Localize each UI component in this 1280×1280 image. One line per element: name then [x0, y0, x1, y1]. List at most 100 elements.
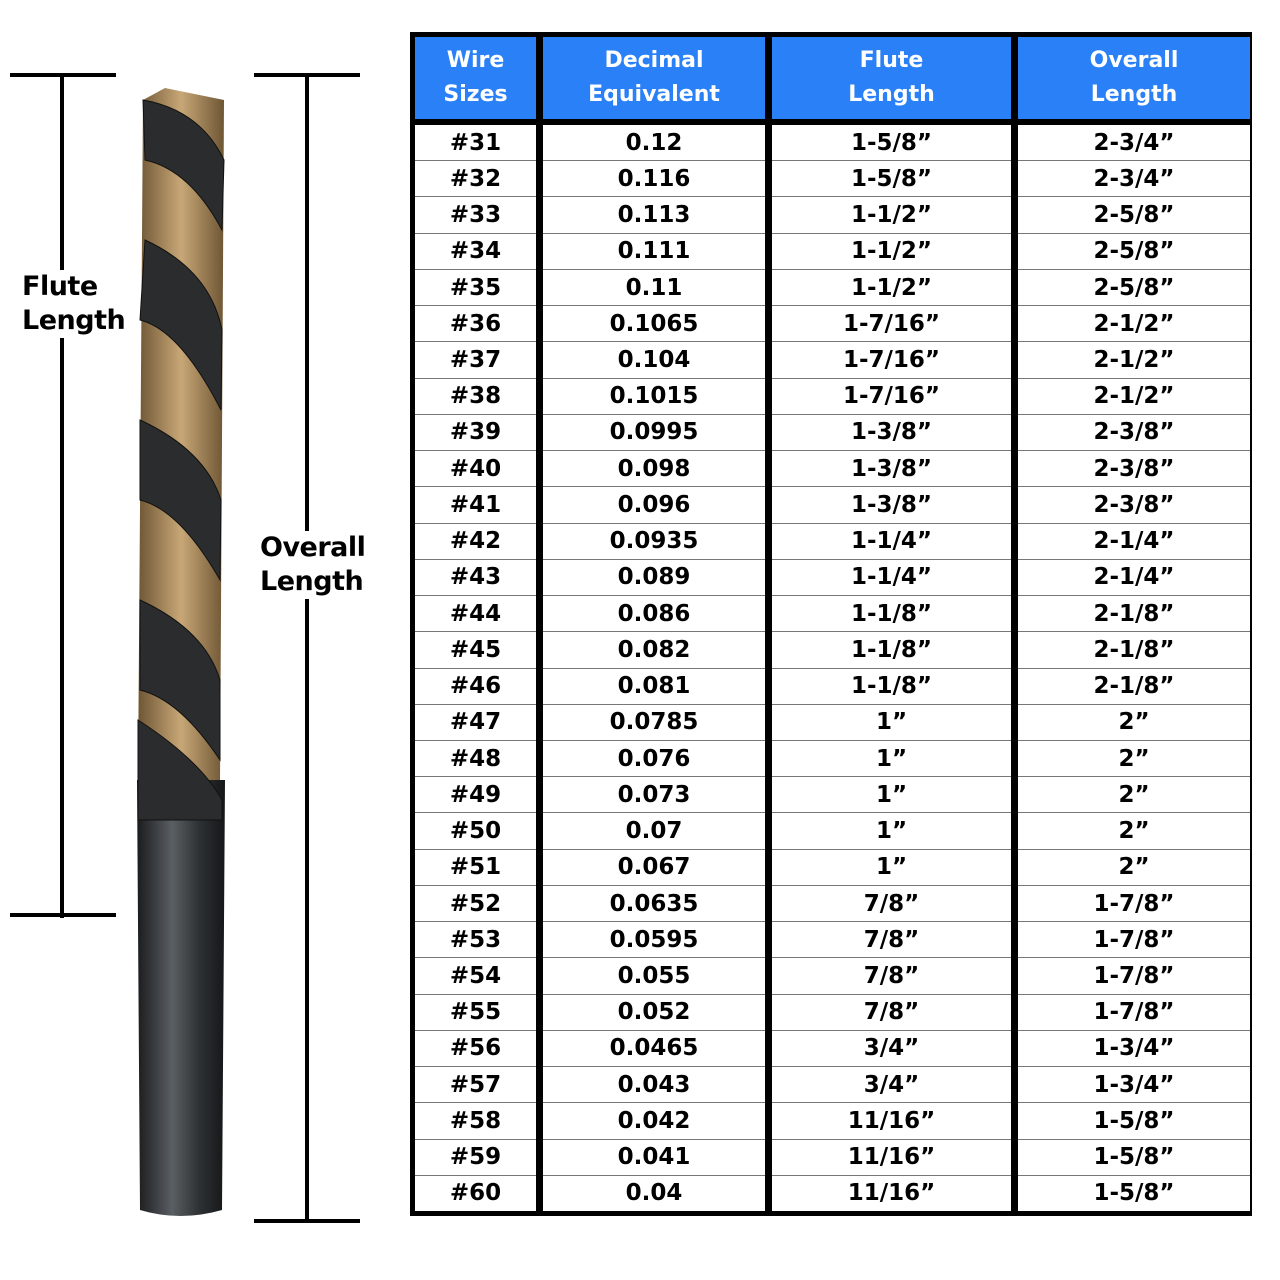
table-header: Wire Sizes Decimal Equivalent Flute Length… [415, 37, 1250, 119]
cell-flute-length: 1-1/8” [772, 596, 1011, 633]
cell-overall-length: 1-7/8” [1018, 886, 1250, 923]
cell-flute-length: 1-3/8” [772, 415, 1011, 452]
cell-flute-length: 1” [772, 813, 1011, 850]
cell-overall-length: 2-3/4” [1018, 161, 1250, 198]
cell-flute-length: 1” [772, 850, 1011, 886]
cell-decimal-equivalent: 0.052 [543, 995, 765, 1031]
cell-wire-size: #39 [415, 415, 536, 452]
cell-flute-length: 3/4” [772, 1067, 1011, 1104]
cell-wire-size: #59 [415, 1140, 536, 1176]
cell-overall-length: 2-3/8” [1018, 415, 1250, 452]
cell-decimal-equivalent: 0.042 [543, 1103, 765, 1140]
cell-wire-size: #38 [415, 379, 536, 415]
cell-wire-size: #40 [415, 451, 536, 488]
cell-wire-size: #37 [415, 342, 536, 379]
cell-overall-length: 2-1/2” [1018, 379, 1250, 415]
cell-flute-length: 1-1/8” [772, 669, 1011, 705]
cell-wire-size: #35 [415, 270, 536, 307]
cell-overall-length: 1-3/4” [1018, 1031, 1250, 1068]
cell-overall-length: 2-1/8” [1018, 669, 1250, 705]
column-decimal-equivalent: 0.12 0.116 0.113 0.111 0.11 0.1065 0.104 0.1015… [543, 125, 765, 1211]
cell-wire-size: #42 [415, 524, 536, 560]
cell-decimal-equivalent: 0.113 [543, 197, 765, 234]
cell-flute-length: 7/8” [772, 958, 1011, 995]
cell-overall-length: 2-1/4” [1018, 560, 1250, 597]
cell-overall-length: 1-7/8” [1018, 995, 1250, 1031]
cell-flute-length: 1” [772, 741, 1011, 778]
cell-flute-length: 1-3/8” [772, 451, 1011, 488]
column-wire-size: #31 #32 #33 #34 #35 #36 #37 #38 #39 #40 #41 #42 #43 #… [415, 125, 536, 1211]
cell-wire-size: #34 [415, 234, 536, 270]
cell-decimal-equivalent: 0.055 [543, 958, 765, 995]
cell-overall-length: 2-5/8” [1018, 197, 1250, 234]
cell-wire-size: #57 [415, 1067, 536, 1104]
cell-overall-length: 1-5/8” [1093, 1180, 1175, 1207]
cell-overall-length: 2” [1018, 813, 1250, 850]
header-overall-length: Overall Length [1018, 37, 1250, 119]
cell-overall-length: 2” [1018, 705, 1250, 741]
cell-flute-length: 1” [772, 705, 1011, 741]
cell-flute-length: 11/16” [847, 1180, 936, 1207]
cell-overall-length: 2” [1018, 741, 1250, 778]
cell-decimal-equivalent: 0.076 [543, 741, 765, 778]
cell-decimal-equivalent: 0.0995 [543, 415, 765, 452]
cell-wire-size: #44 [415, 596, 536, 633]
cell-flute-length: 1-7/16” [772, 306, 1011, 343]
cell-overall-length: 2” [1018, 850, 1250, 886]
cell-flute-length: 1” [772, 777, 1011, 814]
cell-wire-size: #51 [415, 850, 536, 886]
cell-wire-size: #32 [415, 161, 536, 198]
cell-wire-size: #45 [415, 632, 536, 669]
cell-overall-length: 2” [1018, 777, 1250, 814]
cell-wire-size: #36 [415, 306, 536, 343]
cell-decimal-equivalent: 0.12 [543, 125, 765, 162]
cell-overall-length: 2-3/8” [1018, 451, 1250, 488]
cell-wire-size: #58 [415, 1103, 536, 1140]
cell-decimal-equivalent: 0.098 [543, 451, 765, 488]
cell-flute-length: 7/8” [772, 995, 1011, 1031]
cell-decimal-equivalent: 0.0785 [543, 705, 765, 741]
cell-wire-size: #48 [415, 741, 536, 778]
cell-wire-size: #41 [415, 487, 536, 524]
flute-length-label: Flute Length [22, 270, 126, 338]
cell-flute-length: 1-3/8” [772, 487, 1011, 524]
cell-overall-length: 2-1/8” [1018, 596, 1250, 633]
cell-flute-length: 1-1/2” [772, 234, 1011, 270]
cell-flute-length: 3/4” [772, 1031, 1011, 1068]
column-flute-length: 1-5/8” 1-5/8” 1-1/2” 1-1/2” 1-1/2” 1-7/16” 1-7… [772, 125, 1011, 1211]
cell-flute-length: 1-7/16” [772, 342, 1011, 379]
cell-flute-length: 1-1/8” [772, 632, 1011, 669]
cell-flute-length: 1-5/8” [772, 125, 1011, 162]
cell-decimal-equivalent: 0.04 [625, 1180, 683, 1207]
cell-decimal-equivalent: 0.0935 [543, 524, 765, 560]
cell-overall-length: 2-5/8” [1018, 234, 1250, 270]
cell-flute-length: 1-1/2” [772, 197, 1011, 234]
cell-wire-size: #49 [415, 777, 536, 814]
cell-decimal-equivalent: 0.089 [543, 560, 765, 597]
cell-overall-length: 1-5/8” [1018, 1103, 1250, 1140]
cell-overall-length: 2-3/4” [1018, 125, 1250, 162]
cell-wire-size: #52 [415, 886, 536, 923]
cell-wire-size: #50 [415, 813, 536, 850]
cell-overall-length: 2-5/8” [1018, 270, 1250, 307]
cell-overall-length: 2-1/2” [1018, 306, 1250, 343]
header-decimal-equivalent: Decimal Equivalent [543, 37, 765, 119]
cell-decimal-equivalent: 0.0595 [543, 922, 765, 959]
cell-decimal-equivalent: 0.043 [543, 1067, 765, 1104]
cell-flute-length: 1-7/16” [772, 379, 1011, 415]
cell-overall-length: 1-7/8” [1018, 922, 1250, 959]
cell-decimal-equivalent: 0.104 [543, 342, 765, 379]
cell-wire-size: #33 [415, 197, 536, 234]
cell-wire-size: #43 [415, 560, 536, 597]
cell-decimal-equivalent: 0.116 [543, 161, 765, 198]
cell-flute-length: 1-1/2” [772, 270, 1011, 307]
cell-decimal-equivalent: 0.086 [543, 596, 765, 633]
cell-overall-length: 1-5/8” [1018, 1140, 1250, 1176]
cell-decimal-equivalent: 0.082 [543, 632, 765, 669]
cell-overall-length: 2-3/8” [1018, 487, 1250, 524]
cell-flute-length: 7/8” [772, 886, 1011, 923]
drill-bit-image [10, 73, 360, 1223]
cell-flute-length: 1-5/8” [772, 161, 1011, 198]
cell-decimal-equivalent: 0.11 [543, 270, 765, 307]
header-wire-size: Wire Sizes [415, 37, 536, 119]
